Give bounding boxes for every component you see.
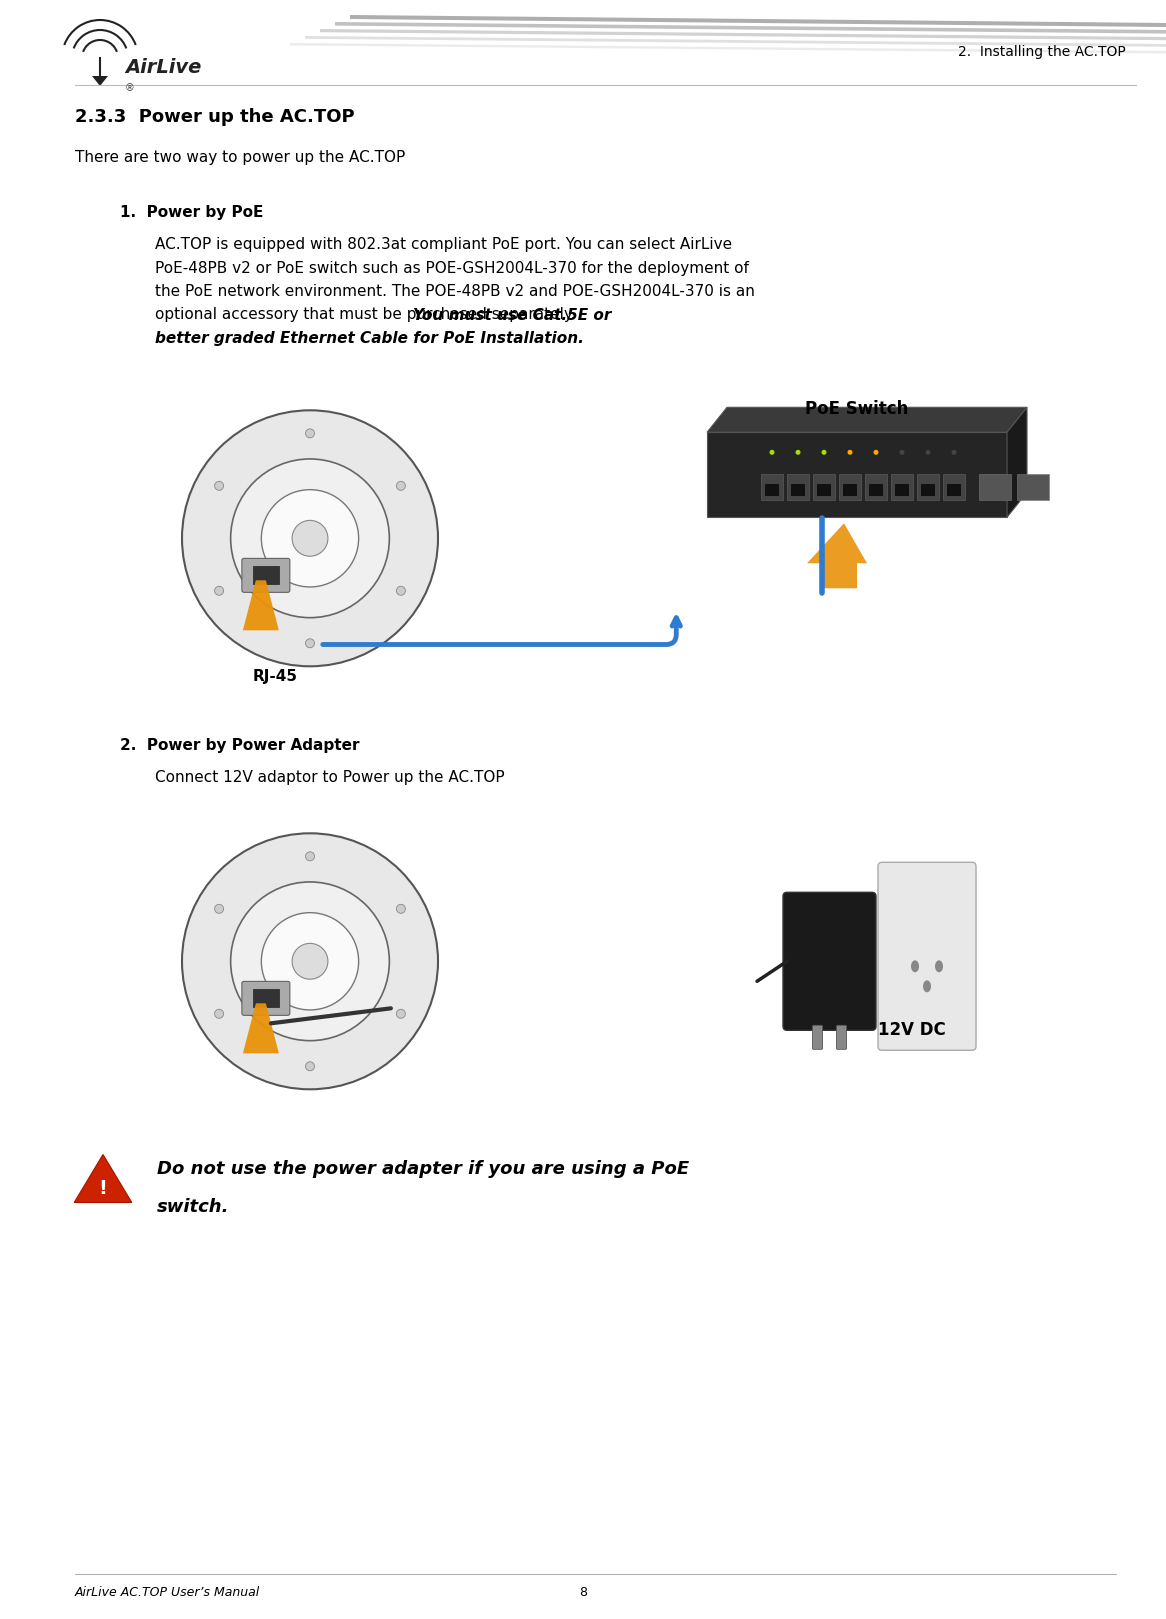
Text: AirLive: AirLive	[125, 58, 202, 78]
Text: There are two way to power up the AC.TOP: There are two way to power up the AC.TOP	[75, 151, 406, 165]
Polygon shape	[350, 15, 1166, 28]
FancyBboxPatch shape	[813, 1025, 822, 1049]
FancyBboxPatch shape	[761, 474, 784, 500]
Circle shape	[951, 450, 956, 455]
Circle shape	[822, 450, 827, 455]
FancyBboxPatch shape	[979, 474, 1011, 500]
Circle shape	[215, 481, 224, 491]
FancyBboxPatch shape	[813, 474, 835, 500]
Circle shape	[261, 913, 359, 1010]
FancyBboxPatch shape	[921, 484, 935, 497]
FancyBboxPatch shape	[791, 484, 805, 497]
Circle shape	[899, 450, 905, 455]
Text: 8: 8	[580, 1587, 586, 1600]
Circle shape	[396, 586, 406, 596]
FancyBboxPatch shape	[840, 474, 861, 500]
Text: Do not use the power adapter if you are using a PoE: Do not use the power adapter if you are …	[157, 1159, 689, 1177]
Text: Connect 12V adaptor to Power up the AC.TOP: Connect 12V adaptor to Power up the AC.T…	[155, 769, 505, 785]
FancyBboxPatch shape	[817, 484, 831, 497]
Text: switch.: switch.	[157, 1198, 230, 1216]
Circle shape	[215, 586, 224, 596]
Circle shape	[795, 450, 801, 455]
Polygon shape	[290, 44, 1166, 53]
Circle shape	[182, 410, 438, 667]
Text: !: !	[99, 1179, 107, 1198]
Circle shape	[848, 450, 852, 455]
FancyBboxPatch shape	[765, 484, 779, 497]
FancyBboxPatch shape	[878, 863, 976, 1051]
Text: 2.3.3  Power up the AC.TOP: 2.3.3 Power up the AC.TOP	[75, 108, 354, 126]
Circle shape	[292, 944, 328, 979]
FancyBboxPatch shape	[707, 432, 1007, 518]
Circle shape	[182, 834, 438, 1090]
Circle shape	[873, 450, 878, 455]
Circle shape	[305, 1062, 315, 1070]
FancyBboxPatch shape	[891, 474, 913, 500]
Circle shape	[396, 481, 406, 491]
FancyBboxPatch shape	[916, 474, 939, 500]
Text: 2.  Installing the AC.TOP: 2. Installing the AC.TOP	[958, 45, 1126, 58]
Text: the PoE network environment. The POE-48PB v2 and POE-GSH2004L-370 is an: the PoE network environment. The POE-48P…	[155, 283, 754, 300]
Ellipse shape	[935, 960, 943, 973]
Text: You must use Cat.5E or: You must use Cat.5E or	[413, 308, 611, 322]
FancyBboxPatch shape	[253, 989, 279, 1007]
FancyBboxPatch shape	[784, 892, 876, 1030]
Polygon shape	[243, 580, 279, 630]
Text: PoE-48PB v2 or PoE switch such as POE-GSH2004L-370 for the deployment of: PoE-48PB v2 or PoE switch such as POE-GS…	[155, 261, 749, 275]
Text: 2.  Power by Power Adapter: 2. Power by Power Adapter	[120, 738, 359, 753]
FancyBboxPatch shape	[843, 484, 857, 497]
Circle shape	[261, 489, 359, 588]
Circle shape	[305, 429, 315, 437]
Polygon shape	[92, 76, 108, 86]
Text: PoE Switch: PoE Switch	[806, 400, 908, 418]
FancyBboxPatch shape	[947, 484, 961, 497]
Circle shape	[396, 905, 406, 913]
Text: optional accessory that must be purchased separately.: optional accessory that must be purchase…	[155, 308, 581, 322]
Polygon shape	[1007, 408, 1027, 518]
Circle shape	[770, 450, 774, 455]
Circle shape	[305, 640, 315, 648]
Text: better graded Ethernet Cable for PoE Installation.: better graded Ethernet Cable for PoE Ins…	[155, 330, 584, 346]
Circle shape	[231, 882, 389, 1041]
Polygon shape	[807, 523, 868, 588]
FancyBboxPatch shape	[253, 567, 279, 584]
FancyBboxPatch shape	[895, 484, 909, 497]
FancyBboxPatch shape	[869, 484, 883, 497]
Polygon shape	[707, 408, 1027, 432]
Circle shape	[231, 458, 389, 618]
FancyBboxPatch shape	[836, 1025, 847, 1049]
Polygon shape	[335, 23, 1166, 34]
Circle shape	[215, 1009, 224, 1018]
FancyBboxPatch shape	[241, 981, 290, 1015]
FancyBboxPatch shape	[865, 474, 887, 500]
FancyBboxPatch shape	[787, 474, 809, 500]
Circle shape	[292, 520, 328, 557]
FancyBboxPatch shape	[943, 474, 965, 500]
FancyBboxPatch shape	[1017, 474, 1049, 500]
Text: AirLive AC.TOP User’s Manual: AirLive AC.TOP User’s Manual	[75, 1587, 260, 1600]
Circle shape	[396, 1009, 406, 1018]
Polygon shape	[75, 1154, 132, 1203]
Polygon shape	[243, 1004, 279, 1054]
Text: 1.  Power by PoE: 1. Power by PoE	[120, 206, 264, 220]
Text: RJ-45: RJ-45	[253, 670, 297, 685]
Text: AC.TOP is equipped with 802.3at compliant PoE port. You can select AirLive: AC.TOP is equipped with 802.3at complian…	[155, 236, 732, 253]
Polygon shape	[305, 36, 1166, 47]
Polygon shape	[319, 29, 1166, 40]
FancyBboxPatch shape	[241, 559, 290, 593]
Circle shape	[305, 852, 315, 861]
Circle shape	[926, 450, 930, 455]
Ellipse shape	[923, 979, 930, 992]
Ellipse shape	[911, 960, 919, 973]
Circle shape	[215, 905, 224, 913]
Text: ®: ®	[125, 83, 135, 92]
Text: 12V DC: 12V DC	[878, 1020, 946, 1038]
